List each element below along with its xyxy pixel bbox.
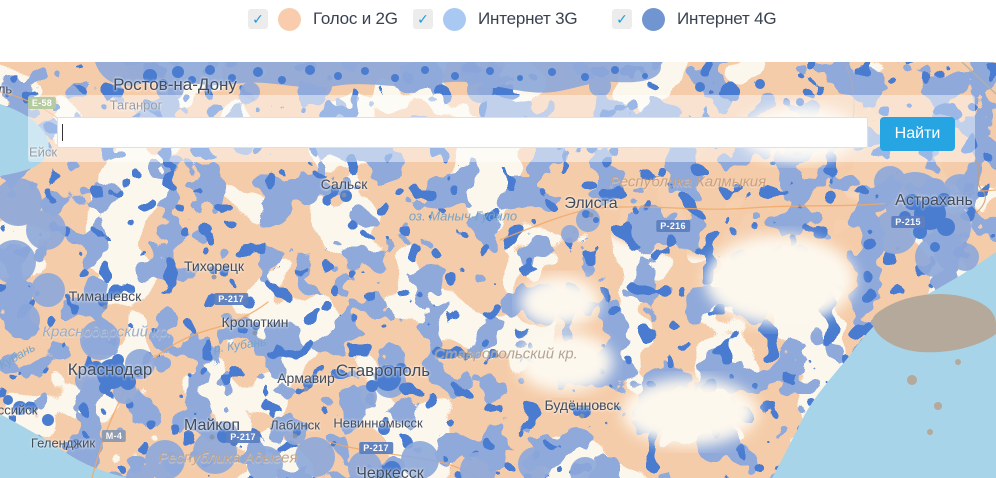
check-icon: ✓ bbox=[616, 10, 628, 27]
legend-label-2g: Голос и 2G bbox=[313, 9, 398, 28]
legend-item-2g: ✓ Голос и 2G bbox=[248, 7, 398, 31]
checkbox-4g[interactable]: ✓ bbox=[612, 9, 632, 29]
coverage-2g-swatch bbox=[278, 7, 301, 31]
legend-label-4g: Интернет 4G bbox=[677, 9, 777, 28]
legend-bar: ✓ Голос и 2G ✓ Интернет 3G ✓ Интернет 4G bbox=[0, 0, 996, 62]
legend-item-3g: ✓ Интернет 3G bbox=[413, 7, 578, 31]
checkbox-3g[interactable]: ✓ bbox=[413, 9, 433, 29]
check-icon: ✓ bbox=[417, 10, 429, 27]
search-input[interactable] bbox=[57, 117, 868, 148]
coverage-4g-swatch bbox=[642, 7, 665, 31]
coverage-3g-swatch bbox=[443, 7, 466, 31]
text-caret bbox=[62, 124, 63, 141]
legend-label-3g: Интернет 3G bbox=[478, 9, 578, 28]
legend-item-4g: ✓ Интернет 4G bbox=[612, 7, 777, 31]
checkbox-2g[interactable]: ✓ bbox=[248, 9, 268, 29]
search-button[interactable]: Найти bbox=[880, 117, 955, 151]
check-icon: ✓ bbox=[252, 10, 264, 27]
